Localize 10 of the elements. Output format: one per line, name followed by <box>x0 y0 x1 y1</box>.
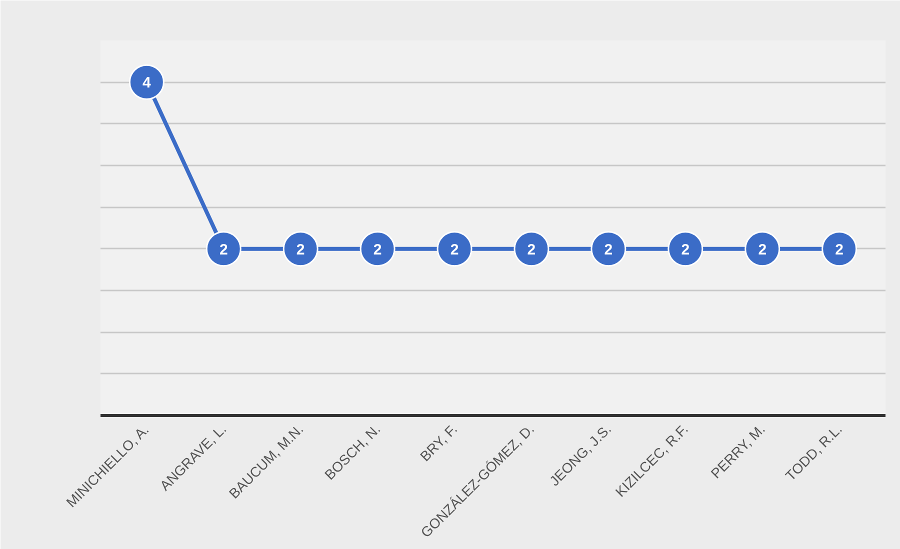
data-label: 2 <box>527 241 536 258</box>
data-label: 2 <box>219 241 228 258</box>
data-label: 2 <box>758 241 767 258</box>
data-label: 2 <box>296 241 305 258</box>
data-label: 4 <box>142 74 152 92</box>
data-label: 2 <box>604 241 613 258</box>
data-label: 2 <box>835 241 844 258</box>
data-label: 2 <box>681 241 690 258</box>
data-label: 2 <box>373 241 382 258</box>
data-label: 2 <box>450 241 459 258</box>
